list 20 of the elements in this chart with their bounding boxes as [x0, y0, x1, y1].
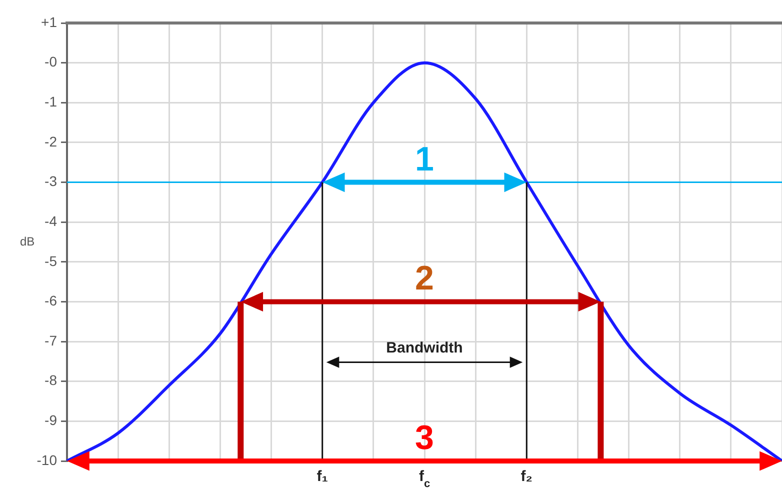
y-tick-label: -0 [44, 54, 58, 70]
annotation: Bandwidth [386, 339, 463, 356]
y-tick-label: -5 [44, 252, 58, 269]
y-axis-title: dB [20, 234, 35, 248]
y-tick-label: -8 [44, 372, 58, 388]
annotation: 2 [415, 260, 434, 298]
y-tick-label: -2 [44, 133, 58, 150]
y-tick-label: -1 [44, 93, 58, 110]
y-tick-label: +1 [41, 14, 58, 30]
annotation: 1 [415, 140, 434, 178]
x-tick-label: f₁ [316, 468, 328, 485]
y-tick-label: -9 [44, 412, 58, 428]
y-tick-label: -3 [44, 173, 58, 190]
y-tick-label: -7 [44, 332, 58, 348]
y-tick-label: -6 [44, 292, 58, 309]
y-tick-label: -4 [44, 212, 58, 229]
x-tick-label: f$_{c}$ [418, 468, 430, 490]
y-tick-label: -10 [36, 452, 58, 468]
x-tick-label: f₂ [520, 468, 532, 485]
annotation: 3 [415, 419, 434, 457]
